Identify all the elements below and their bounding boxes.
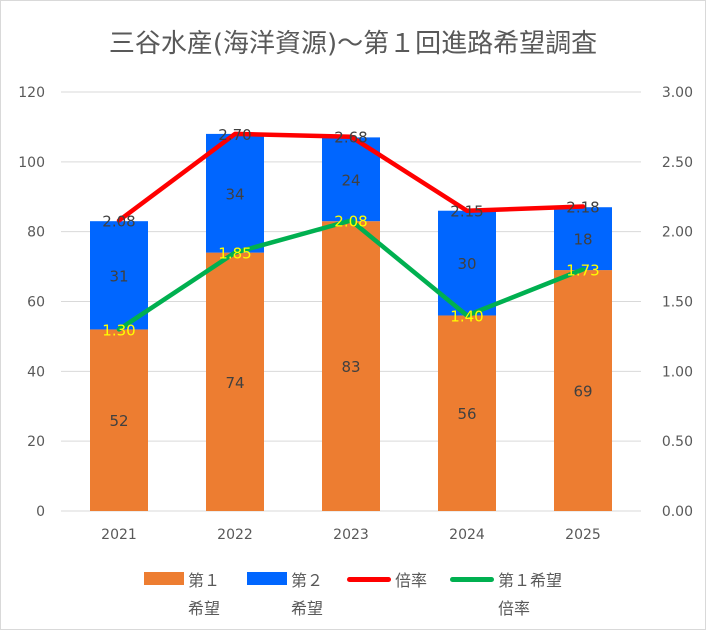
bar-data-label: 56: [457, 405, 476, 423]
bar-data-label: 31: [109, 267, 128, 285]
legend-label: 倍率: [498, 599, 531, 618]
x-tick-label: 2022: [217, 527, 253, 543]
legend-label: 希望: [188, 599, 221, 618]
y-tick-label: 20: [27, 434, 45, 450]
y2-tick-label: 1.00: [662, 364, 693, 380]
bar-data-label: 24: [341, 171, 360, 189]
legend-label: 希望: [291, 599, 324, 618]
line-第１希望倍率: [116, 218, 586, 332]
line-data-label: 2.70: [218, 126, 251, 144]
legend-label: 第１希望: [498, 571, 563, 590]
bar-第１希望: [206, 252, 264, 511]
legend-item-first-choice: 第１ 希望: [144, 567, 224, 623]
line-data-label: 1.40: [450, 307, 483, 325]
x-tick-label: 2023: [333, 527, 369, 543]
line-data-label: 2.08: [334, 212, 367, 230]
line-data-label: 2.68: [334, 129, 367, 147]
y2-tick-label: 1.50: [662, 295, 693, 311]
line-data-label: 2.15: [450, 203, 483, 221]
legend-swatch: [450, 577, 494, 582]
y-tick-label: 40: [27, 364, 45, 380]
bar-data-label: 69: [573, 383, 592, 401]
y-tick-label: 100: [18, 155, 45, 171]
legend-swatch: [247, 572, 287, 585]
bar-第１希望: [90, 329, 148, 511]
legend-item-first-ratio: 第１希望倍率: [450, 567, 578, 623]
bar-data-label: 30: [457, 255, 476, 273]
legend-label: 第１: [188, 571, 221, 590]
bar-data-label: 18: [573, 231, 592, 249]
y2-tick-label: 0.50: [662, 434, 693, 450]
bar-第２希望: [554, 207, 612, 271]
legend-item-second-choice: 第２ 希望: [247, 567, 327, 623]
y-tick-label: 120: [18, 85, 45, 101]
x-tick-label: 2025: [565, 527, 601, 543]
legend-swatch: [144, 572, 184, 585]
line-倍率: [116, 131, 586, 223]
x-tick-label: 2024: [449, 527, 485, 543]
bar-第２希望: [206, 133, 264, 253]
legend-item-ratio: 倍率: [347, 567, 431, 595]
bar-data-label: 83: [341, 358, 360, 376]
bar-第２希望: [90, 221, 148, 330]
legend-label: 倍率: [395, 571, 428, 590]
chart-title: 三谷水産(海洋資源)～第１回進路希望調査: [108, 29, 598, 59]
y2-tick-label: 0.00: [662, 504, 693, 520]
bar-data-label: 34: [225, 185, 244, 203]
bar-第１希望: [438, 315, 496, 511]
line-data-label: 2.08: [102, 212, 135, 230]
bar-第１希望: [322, 221, 380, 512]
line-data-label: 1.73: [566, 261, 599, 279]
x-tick-label: 2021: [101, 527, 137, 543]
legend-swatch: [347, 577, 391, 582]
y2-tick-label: 2.50: [662, 155, 693, 171]
y2-tick-label: 2.00: [662, 225, 693, 241]
legend-label: 第２: [291, 571, 324, 590]
line-data-label: 1.30: [102, 321, 135, 339]
y2-tick-label: 3.00: [662, 85, 693, 101]
bar-data-label: 74: [225, 374, 244, 392]
line-data-label: 1.85: [218, 245, 251, 263]
y-tick-label: 0: [36, 504, 45, 520]
line-data-label: 2.18: [566, 199, 599, 217]
y-tick-label: 60: [27, 295, 45, 311]
y-tick-label: 80: [27, 225, 45, 241]
bar-第１希望: [554, 270, 612, 511]
bar-data-label: 52: [109, 412, 128, 430]
